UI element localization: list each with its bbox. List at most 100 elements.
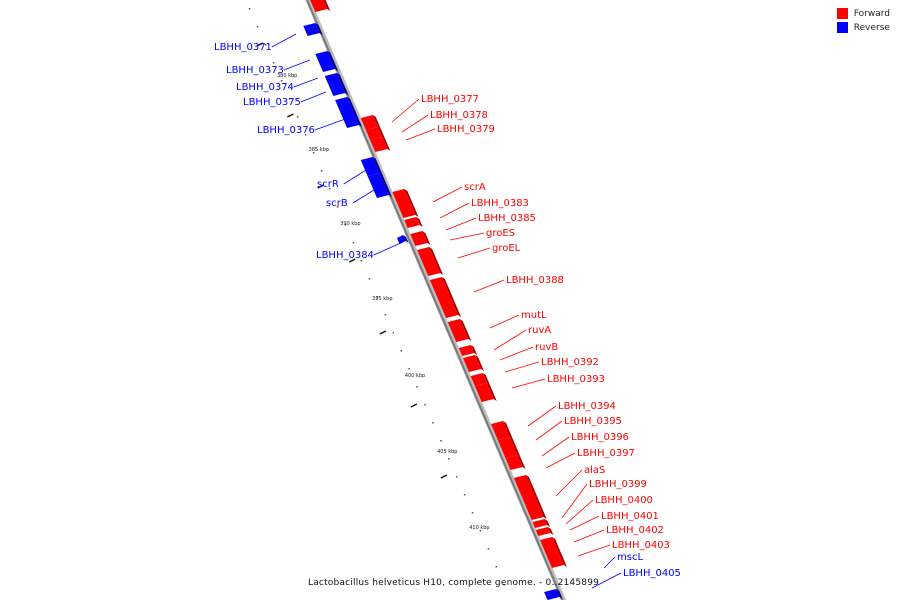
minor-tick-dot [471,512,474,514]
gene-block-side [556,589,563,599]
gene-block [429,277,459,318]
gene-block [513,475,544,520]
gene-label-reverse: LBHH_0375 [243,97,301,108]
tick-label: 390 kbp [340,221,360,227]
minor-tick-dot [344,224,347,226]
leader-line [555,469,583,497]
leader-line [565,499,594,525]
gene-label-forward: LBHH_0396 [571,432,629,443]
gene-block [303,23,320,36]
leader-line [300,91,327,103]
leader-line [511,378,546,389]
label-leaders [271,33,622,589]
gene-block [397,235,406,244]
gene-block [540,537,564,568]
minor-tick-dot [440,440,442,442]
gene-block [367,173,389,198]
gene-label-forward: LBHH_0378 [430,110,488,121]
gene-block [370,137,388,152]
gene-label-forward: LBHH_0383 [471,198,529,209]
leader-line [352,189,375,204]
gene-block [470,373,487,386]
leader-line [577,544,611,557]
minor-tick-dot [328,188,331,190]
gene-block-side [327,51,339,71]
minor-tick-dot [272,62,275,64]
gene-label-forward: mutL [521,310,547,321]
gene-block [404,217,420,228]
legend-reverse-swatch [836,22,848,33]
minor-tick-dot [376,296,379,298]
gene-label-forward: LBHH_0394 [558,401,616,412]
genome-caption: Lactobacillus helveticus H10, complete g… [308,578,600,588]
gene-block-side [403,235,409,243]
gene-label-reverse: mscL [617,552,643,563]
minor-tick-dot [312,152,315,154]
leader-line [569,515,600,531]
gene-label-reverse: LBHH_0384 [316,250,374,261]
leader-line [499,346,534,361]
major-tick-mark [348,258,356,263]
gene-block-side [509,437,521,457]
leader-line [405,128,436,141]
minor-tick-dot [392,332,395,334]
minor-tick-dot [503,584,505,586]
minor-tick-dot [424,404,426,406]
gene-block-side [404,189,419,217]
legend-forward-swatch [836,8,848,19]
minor-tick-dot [248,8,251,10]
minor-tick-dot [256,26,259,28]
gene-block-side [552,537,567,567]
legend-forward: Forward [836,8,890,19]
gene-block [535,527,551,536]
leader-line [527,405,557,427]
leader-line [535,420,563,441]
leader-line [541,436,570,457]
leader-line [449,232,485,241]
major-tick-mark [410,403,418,408]
gene-block [310,0,328,12]
minor-tick-dot [400,350,402,352]
gene-block-side [372,157,383,175]
gene-labels: LBHH_0371 LBHH_0373 LBHH_0374 LBHH_0375 LBHH… [214,42,681,579]
minor-tick-dot [479,530,482,532]
major-tick-mark [256,42,264,47]
gene-label-forward: LBHH_0401 [601,511,659,522]
gene-block-side [382,137,391,151]
minor-tick-dot [432,422,434,424]
gene-block-side [336,73,349,95]
gene-block-side [525,475,547,519]
leader-line [373,241,404,256]
gene-block-side [379,173,392,197]
major-tick-mark [440,474,448,479]
gene-label-reverse: LBHH_0405 [623,568,681,579]
backbone-shadow [305,0,567,600]
minor-tick-dot [280,80,283,82]
minor-tick-dot [463,494,466,496]
gene-block-side [503,421,513,439]
gene-label-forward: LBHH_0377 [421,94,479,105]
minor-tick-dot [448,458,450,460]
gene-block [505,455,523,470]
gene-label-forward: scrA [464,182,486,193]
gene-label-reverse: LBHH_0376 [257,125,315,136]
gene-block-side [475,355,484,371]
leader-line [489,314,520,329]
leader-line [293,77,319,88]
leader-line [561,483,588,519]
gene-block-side [323,0,331,11]
gene-block-side [544,519,551,527]
gene-label-forward: LBHH_0400 [595,495,653,506]
gene-label-reverse: scrB [326,198,348,209]
leader-line [603,556,616,569]
leader-line [391,98,420,123]
gene-block [544,589,560,600]
gene-block-side [441,277,462,317]
gene-label-reverse: scrR [317,179,339,190]
gene-block [417,247,441,276]
gene-label-reverse: LBHH_0374 [236,82,294,93]
gene-label-reverse: LBHH_0373 [226,65,284,76]
gene-block [315,51,336,72]
gene-label-forward: ruvA [528,325,551,336]
